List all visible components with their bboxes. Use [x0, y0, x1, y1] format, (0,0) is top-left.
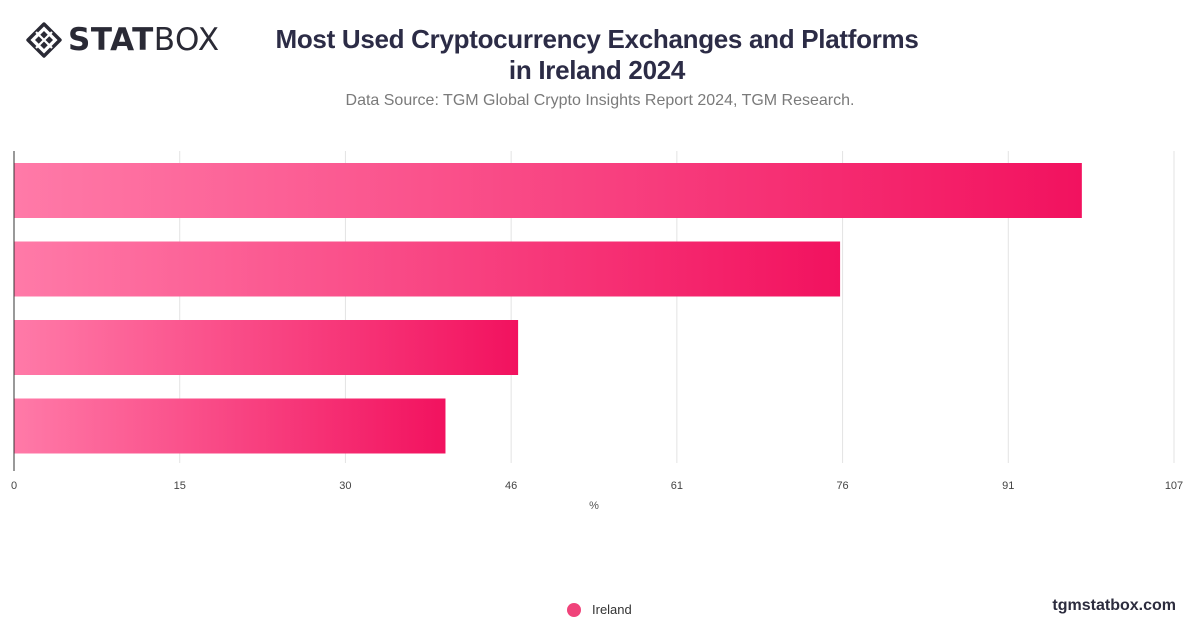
x-tick-label: 76 [836, 480, 848, 492]
x-tick-label: 15 [174, 480, 186, 492]
chart-subtitle: Data Source: TGM Global Crypto Insights … [345, 92, 855, 109]
x-tick-label: 61 [671, 480, 683, 492]
footer-url: tgmstatbox.com [1052, 597, 1176, 614]
statbox-logo: STATBOX [26, 22, 220, 58]
bar-ireland-4[interactable] [14, 398, 446, 454]
x-axis-label: % [589, 500, 599, 512]
x-tick-label: 91 [1002, 480, 1014, 492]
legend[interactable]: Ireland [567, 602, 632, 617]
legend-marker-ireland [567, 602, 581, 617]
x-tick-label: 30 [339, 480, 351, 492]
legend-label-ireland: Ireland [592, 602, 632, 617]
statbox-diamond-icon [26, 22, 62, 58]
bar-ireland-2[interactable] [14, 241, 841, 297]
logo-text-light: BOX [153, 22, 220, 58]
chart-title-line-2: in Ireland 2024 [508, 55, 686, 85]
logo-wordmark: STATBOX [68, 22, 220, 58]
x-tick-label: 107 [1165, 480, 1183, 492]
bar-ireland-3[interactable] [14, 320, 519, 375]
chart-title-line-1: Most Used Cryptocurrency Exchanges and P… [275, 24, 919, 54]
x-tick-label: 46 [505, 480, 517, 492]
bar-ireland-1[interactable] [14, 163, 1082, 218]
x-tick-label: 0 [11, 480, 17, 492]
chart-title: Most Used Cryptocurrency Exchanges and P… [240, 24, 954, 86]
logo-text-bold: STAT [68, 22, 154, 58]
